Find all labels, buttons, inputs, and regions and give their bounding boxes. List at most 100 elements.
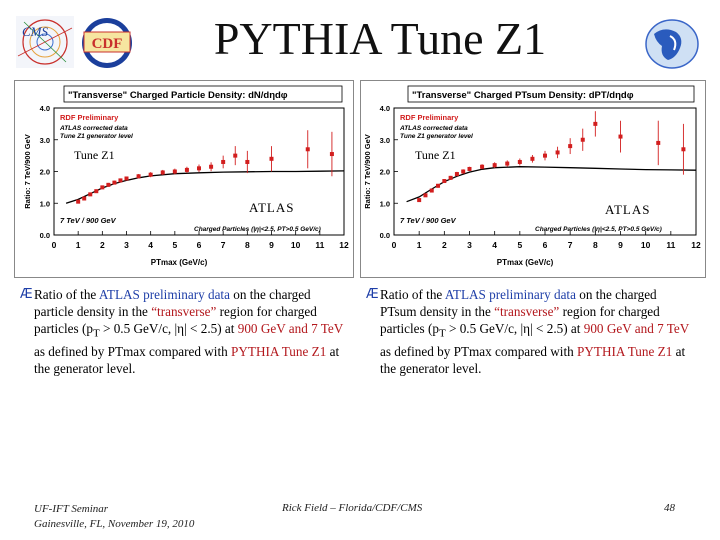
legend-tune: Tune Z1 generator level	[60, 133, 133, 140]
x-tick-label: 12	[339, 240, 349, 250]
bullet-text: > 0.5 GeV/c, |	[99, 321, 178, 337]
data-point	[461, 169, 466, 174]
x-tick-label: 12	[691, 240, 701, 250]
bullet-text: Ratio of the	[34, 287, 99, 302]
transverse-text: “transverse”	[494, 304, 560, 320]
x-tick-label: 2	[442, 240, 447, 250]
data-point	[197, 166, 201, 171]
data-point	[124, 176, 129, 181]
page-title: PYTHIA Tune Z1	[213, 13, 547, 64]
data-point	[543, 153, 547, 158]
frame-title: "Transverse" Charged Particle Density: d…	[68, 90, 288, 101]
data-point	[423, 193, 428, 198]
legend-data: ATLAS corrected data	[59, 125, 128, 132]
energy-text: 900 GeV and 7 TeV	[583, 321, 690, 337]
data-point	[88, 192, 93, 197]
bullet-left: Æ Ratio of the ATLAS preliminary data on…	[20, 286, 346, 378]
atlas-label: ATLAS	[605, 202, 650, 217]
data-point	[505, 161, 510, 166]
legend-preliminary: RDF Preliminary	[60, 113, 119, 122]
x-tick-label: 4	[492, 240, 497, 250]
left-plot-svg: "Transverse" Charged Particle Density: d…	[14, 80, 354, 278]
bullet-right: Æ Ratio of the ATLAS preliminary data on…	[366, 286, 692, 378]
bullet-text: as defined by PTmax compared with	[380, 344, 578, 360]
y-tick-label: 2.0	[40, 168, 50, 177]
bullet-text: > 0.5 GeV/c, |	[445, 321, 524, 337]
bullet-text: region for charged particles (p	[34, 304, 317, 337]
y-tick-label: 4.0	[380, 104, 390, 113]
subscript-t: T	[92, 328, 100, 341]
x-tick-label: 8	[245, 240, 250, 250]
page-number: 48	[664, 502, 675, 514]
data-point	[112, 180, 117, 185]
data-point	[233, 153, 238, 158]
energy-text: 900 GeV and 7 TeV	[237, 321, 344, 337]
right-plot-svg: "Transverse" Charged PTsum Density: dPT/…	[360, 80, 706, 278]
tune-z1-label: Tune Z1	[74, 148, 115, 162]
data-point	[618, 134, 623, 139]
bullet-text: as defined by PTmax compared with	[34, 344, 232, 360]
data-point	[245, 159, 250, 164]
x-tick-label: 1	[76, 240, 81, 250]
x-tick-label: 10	[291, 240, 301, 250]
data-point	[530, 156, 535, 161]
x-tick-label: 4	[148, 240, 153, 250]
x-tick-label: 11	[666, 240, 675, 250]
x-tick-label: 7	[568, 240, 573, 250]
y-tick-label: 0.0	[40, 231, 50, 240]
x-tick-label: 5	[172, 240, 177, 250]
cdf-logo-text: CDF	[92, 36, 123, 52]
tune-text: PYTHIA Tune Z1	[231, 344, 327, 360]
y-axis-label: Ratio: 7 TeV/900 GeV	[363, 134, 372, 208]
x-tick-label: 3	[124, 240, 129, 250]
data-point	[417, 198, 422, 203]
legend-data: ATLAS corrected data	[399, 125, 468, 132]
data-point	[492, 163, 497, 168]
data-point	[480, 164, 485, 169]
data-point	[593, 121, 598, 126]
x-tick-label: 8	[593, 240, 598, 250]
x-tick-label: 0	[52, 240, 57, 250]
data-point	[184, 167, 189, 172]
header: CMS CDF PYTHIA Tune Z1	[0, 0, 720, 78]
x-axis-label: PTmax (GeV/c)	[497, 258, 554, 267]
data-point	[429, 188, 434, 193]
plot-frame	[14, 80, 354, 278]
x-tick-label: 9	[618, 240, 623, 250]
right-plot: "Transverse" Charged PTsum Density: dPT/…	[360, 80, 706, 278]
data-point	[100, 185, 105, 190]
x-tick-label: 9	[269, 240, 274, 250]
data-point	[329, 152, 334, 157]
bullet-text: | < 2.5) at	[184, 321, 238, 337]
atlas-preliminary-text: ATLAS preliminary data	[444, 287, 576, 302]
x-tick-label: 3	[467, 240, 472, 250]
tune-z1-label: Tune Z1	[415, 148, 456, 162]
y-tick-label: 1.0	[380, 199, 390, 208]
bullet-text: on the charged PTsum density in the	[380, 287, 657, 320]
bullet-text: on the charged particle density in the	[34, 287, 311, 320]
data-point	[94, 189, 99, 194]
data-point	[221, 159, 226, 164]
data-point	[172, 169, 177, 174]
data-point	[76, 199, 81, 204]
data-point	[118, 178, 123, 183]
tune-text: PYTHIA Tune Z1	[577, 344, 673, 360]
energy-label: 7 TeV / 900 GeV	[60, 216, 117, 225]
left-plot: "Transverse" Charged Particle Density: d…	[14, 80, 354, 278]
subscript-t: T	[438, 328, 446, 341]
y-tick-label: 4.0	[40, 104, 50, 113]
data-point	[580, 137, 585, 142]
frame-title-box	[407, 85, 695, 103]
transverse-text: “transverse”	[151, 304, 217, 320]
data-point	[82, 196, 87, 201]
x-tick-label: 10	[641, 240, 651, 250]
y-tick-label: 3.0	[380, 136, 390, 145]
bullet-text: region for charged particles (p	[380, 304, 660, 337]
eta-symbol: η	[177, 321, 185, 337]
cut-label: Charged Particles (|η|<2.5, PT>0.5 GeV/c…	[535, 226, 662, 233]
data-point	[656, 140, 661, 145]
frame-title: "Transverse" Charged PTsum Density: dPT/…	[412, 90, 634, 101]
data-point	[442, 179, 447, 184]
cdf-logo: CDF	[82, 18, 132, 68]
data-point	[305, 147, 310, 152]
